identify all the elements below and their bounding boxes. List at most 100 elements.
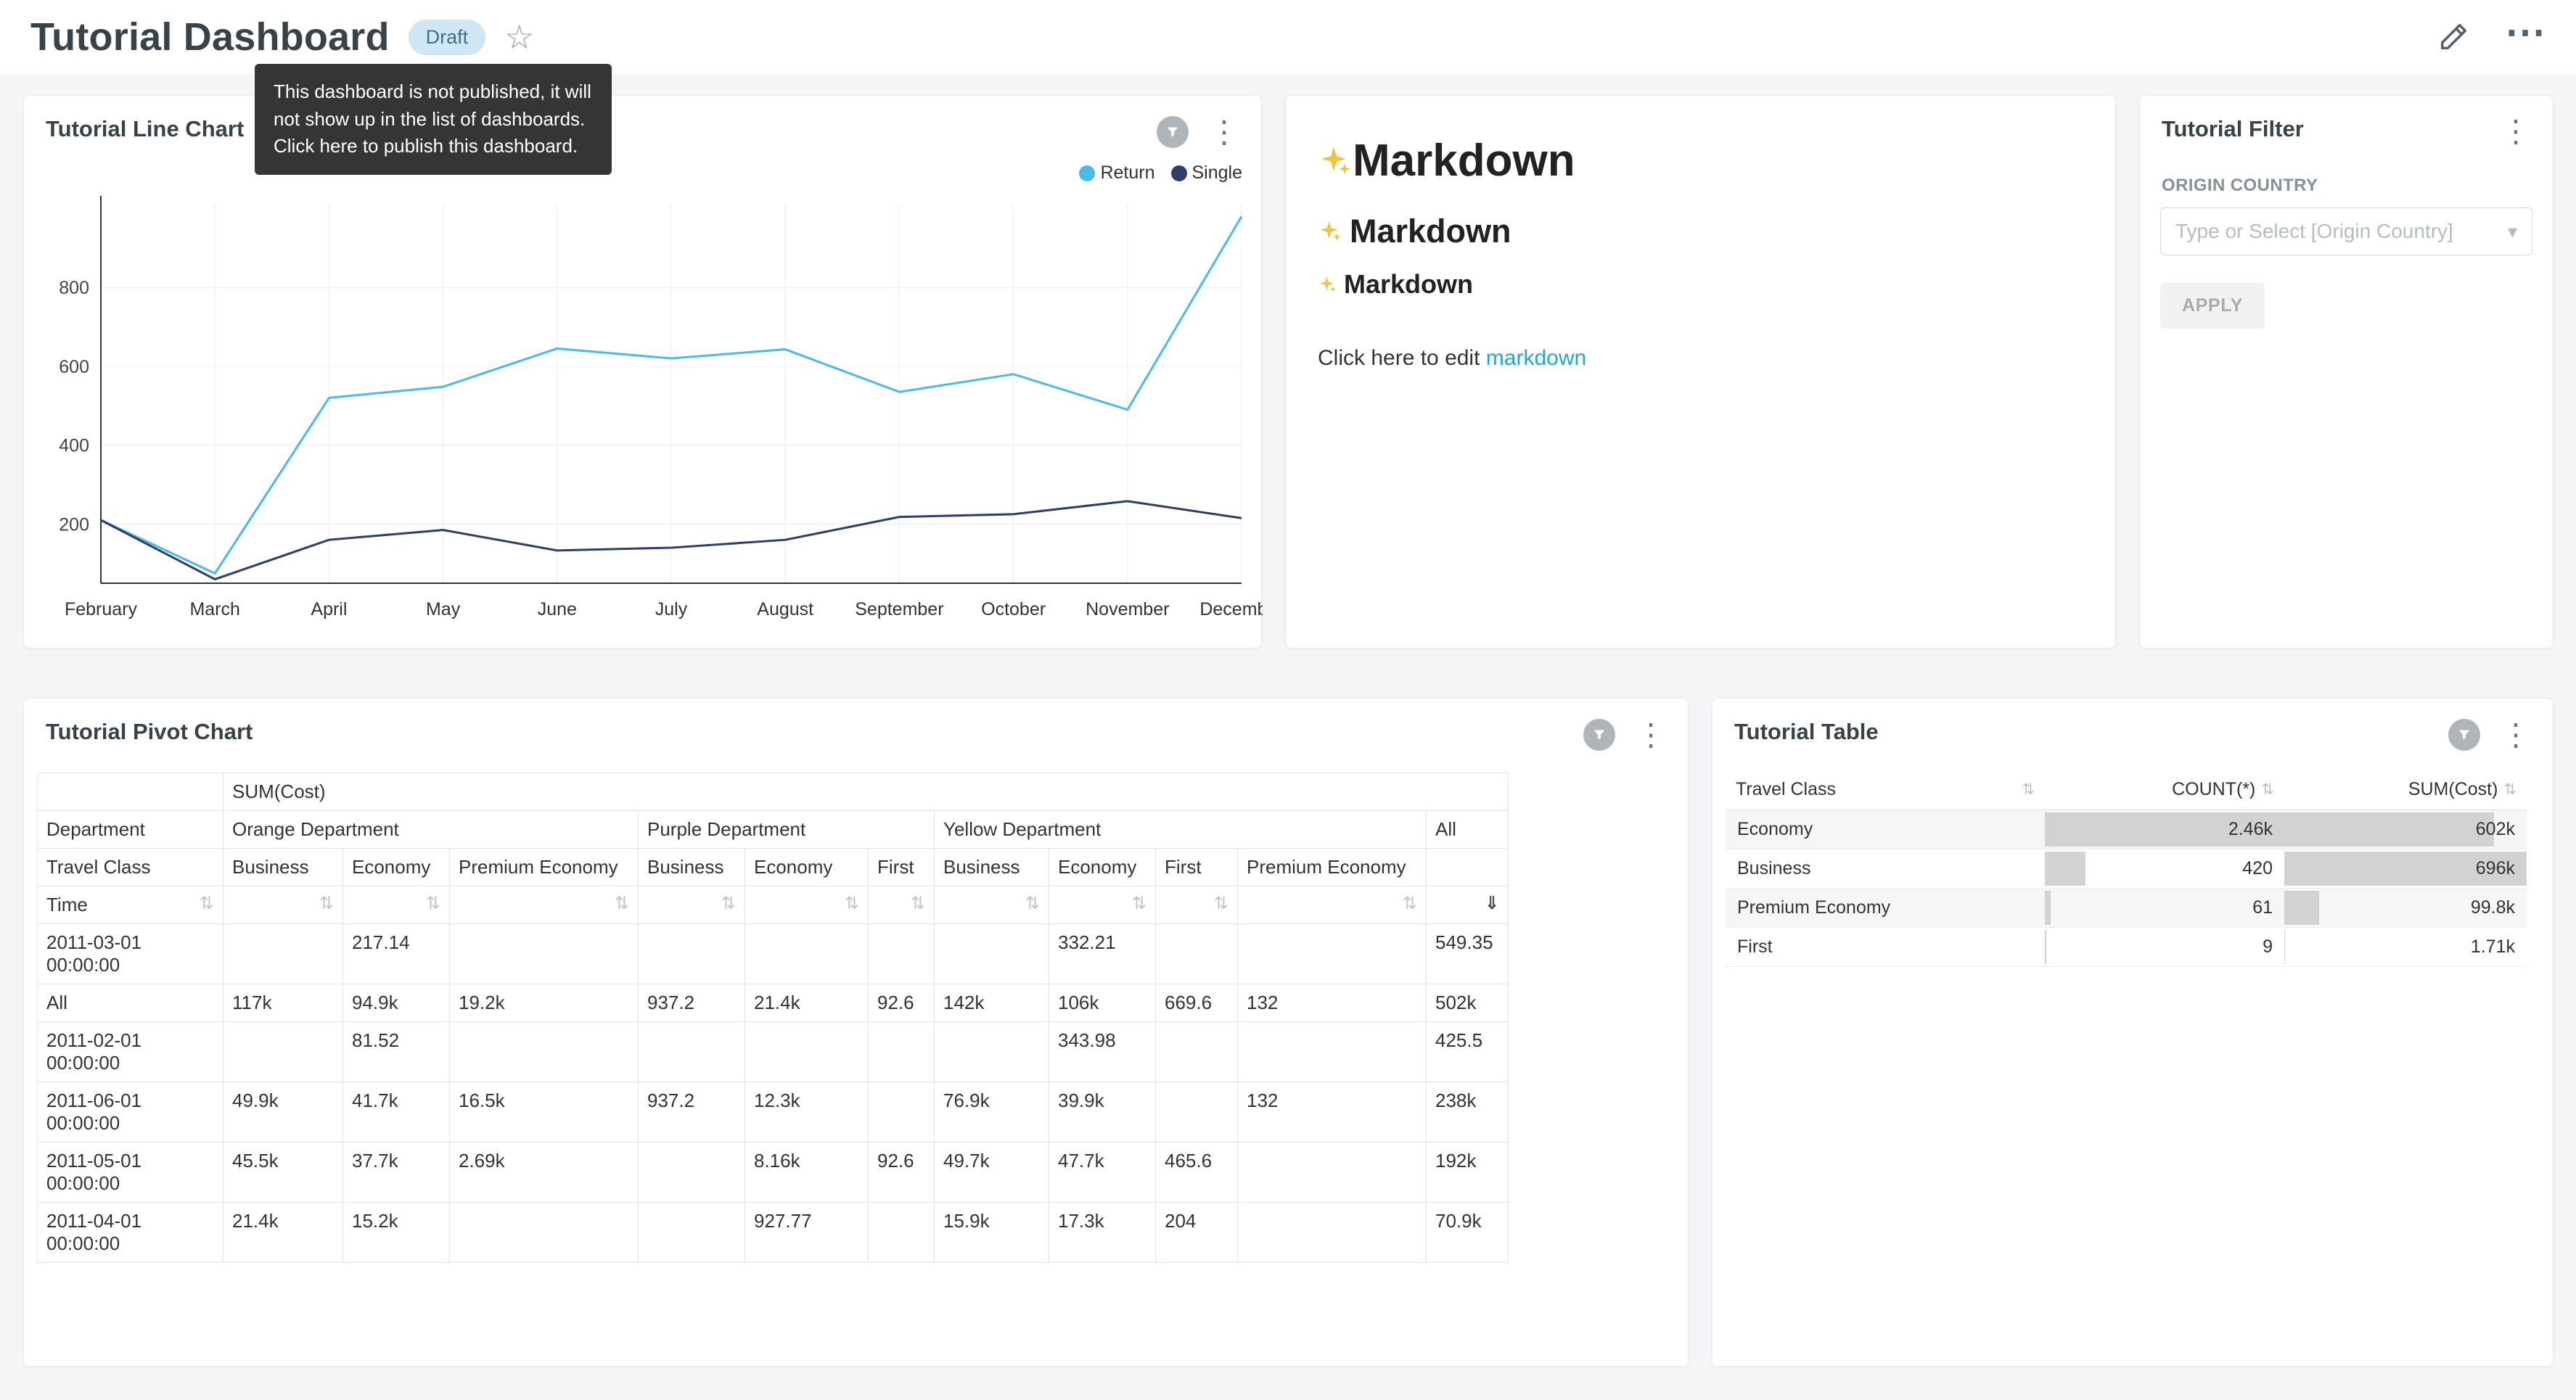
apply-button[interactable]: APPLY [2160,283,2265,329]
markdown-edit-link[interactable]: markdown [1485,346,1587,370]
pivot-cell: 41.7k [342,1082,450,1142]
pivot-column-sort[interactable]: ⇅ [342,886,450,924]
pivot-cell: 132 [1237,1082,1427,1142]
pivot-row-label: 2011-05-01 00:00:00 [37,1142,223,1203]
column-header-count[interactable]: COUNT(*) ⇅ [2045,770,2284,810]
header-more-menu-icon[interactable]: ⋯ [2505,9,2546,54]
pivot-cell: 937.2 [638,984,745,1022]
pivot-cell [449,1021,639,1082]
pivot-cell: 937.2 [638,1082,745,1142]
pivot-cell: 76.9k [934,1082,1049,1142]
pivot-subheader: Premium Economy [449,848,639,886]
legend-item[interactable]: Return [1079,162,1155,184]
pivot-cell: 425.5 [1425,1021,1509,1082]
card-menu-icon[interactable]: ⋮ [2501,114,2531,148]
sort-icon[interactable]: ⇅ [1213,894,1228,913]
svg-text:November: November [1086,599,1169,619]
pivot-subheader: Premium Economy [1237,848,1427,886]
card-tutorial-line-chart: Tutorial Line Chart ⋮ Return Single 200 40… [23,95,1263,649]
sort-icon[interactable]: ⇅ [319,894,334,913]
favorite-star-icon[interactable]: ☆ [504,18,535,56]
markdown-paragraph: Click here to edit markdown [1318,346,2083,371]
sort-desc-icon[interactable]: ⇓ [1484,894,1500,913]
pivot-row: 2011-05-01 00:00:00 45.5k 37.7k 2.69k 8.16k 9… [37,1142,1509,1203]
pivot-group-header: Orange Department [223,810,639,849]
origin-country-select[interactable]: Type or Select [Origin Country] ▾ [2160,207,2532,255]
pivot-column-sort[interactable]: ⇅ [638,886,745,924]
table-row[interactable]: Economy 2.46k 602k [1726,810,2527,849]
cell-count: 61 [2045,888,2284,928]
pivot-cell: 15.9k [934,1202,1049,1263]
sort-icon[interactable]: ⇅ [2261,781,2274,798]
pivot-row-label: 2011-06-01 00:00:00 [37,1082,223,1142]
card-menu-icon[interactable]: ⋮ [1209,115,1239,149]
table-row[interactable]: First 9 1.71k [1726,927,2527,967]
card-menu-icon[interactable]: ⋮ [2501,717,2531,752]
pivot-cell [934,1021,1049,1082]
column-header-travel-class[interactable]: Travel Class ⇅ [1726,770,2045,810]
sort-icon[interactable]: ⇅ [1025,894,1040,913]
pivot-column-sort[interactable]: ⇅ [223,886,343,924]
pivot-column-sort[interactable]: ⇅ [868,886,935,924]
edit-dashboard-icon[interactable] [2437,20,2470,54]
card-tutorial-filter: Tutorial Filter ⋮ ORIGIN COUNTRY Type or… [2139,95,2554,648]
pivot-cell [868,923,935,984]
table-row[interactable]: Business 420 696k [1726,849,2527,889]
status-badge[interactable]: Draft [408,19,486,55]
markdown-h1: Markdown [1318,135,2083,186]
column-header-sum-cost[interactable]: SUM(Cost) ⇅ [2284,770,2527,810]
sort-icon[interactable]: ⇅ [1402,894,1417,913]
pivot-time-header[interactable]: Time ⇅ [37,886,223,924]
filter-indicator-icon[interactable] [1157,116,1189,148]
pivot-column-sort[interactable]: ⇅ [934,886,1049,924]
data-table: Travel Class ⇅ COUNT(*) ⇅ SUM(Cost) ⇅ Economy 2… [1726,770,2527,967]
pivot-cell: 81.52 [342,1021,450,1082]
pivot-cell: 549.35 [1425,923,1509,984]
legend-dot [1079,165,1096,181]
pivot-column-sort[interactable]: ⇅ [1237,886,1427,924]
sort-icon[interactable]: ⇅ [844,894,859,913]
pivot-cell: 45.5k [223,1142,343,1203]
pivot-subheader: First [1155,848,1238,886]
cell-sum: 696k [2284,849,2527,889]
pivot-column-sort[interactable]: ⇓ [1425,886,1509,924]
pivot-cell [1237,1021,1427,1082]
filter-indicator-icon[interactable] [1583,719,1615,751]
pivot-column-sort[interactable]: ⇅ [1155,886,1238,924]
sort-icon[interactable]: ⇅ [425,894,440,913]
line-chart-svg[interactable]: 200 400 600 800 February March April May June Jul… [24,96,1263,649]
sort-icon[interactable]: ⇅ [721,894,736,913]
cell-travel-class: Premium Economy [1726,888,2045,928]
pivot-cell [745,923,869,984]
pivot-cell [934,923,1049,984]
sort-icon[interactable]: ⇅ [1131,894,1147,913]
sort-icon[interactable]: ⇅ [614,894,629,913]
legend-item[interactable]: Single [1170,162,1243,184]
pivot-row-label: 2011-02-01 00:00:00 [37,1021,223,1082]
value-bar [2284,891,2319,925]
value-bar [2045,891,2051,925]
cell-count: 2.46k [2045,810,2284,849]
pivot-subheader: Business [638,848,745,886]
sort-icon[interactable]: ⇅ [2022,781,2035,798]
pivot-column-sort[interactable]: ⇅ [449,886,639,924]
filter-indicator-icon[interactable] [2448,719,2480,751]
sort-icon[interactable]: ⇅ [910,894,925,913]
pivot-cell [638,1202,745,1263]
svg-text:December: December [1199,599,1263,619]
pivot-cell: 465.6 [1155,1142,1238,1203]
publish-tooltip[interactable]: This dashboard is not published, it will… [255,64,612,176]
legend-label: Single [1191,162,1243,183]
pivot-column-sort[interactable]: ⇅ [745,886,869,924]
pivot-corner-department: Department [37,810,223,849]
pivot-row: 2011-03-01 00:00:00 217.14 332.21 549.35 [37,923,1509,984]
pivot-cell: 49.7k [934,1142,1049,1203]
card-menu-icon[interactable]: ⋮ [1636,717,1666,752]
sort-icon[interactable]: ⇅ [199,894,214,913]
value-bar [2284,930,2286,964]
sort-icon[interactable]: ⇅ [2503,781,2516,798]
sparkles-icon [1320,221,1341,242]
pivot-column-sort[interactable]: ⇅ [1049,886,1156,924]
pivot-cell: 192k [1425,1142,1509,1203]
table-row[interactable]: Premium Economy 61 99.8k [1726,888,2527,928]
